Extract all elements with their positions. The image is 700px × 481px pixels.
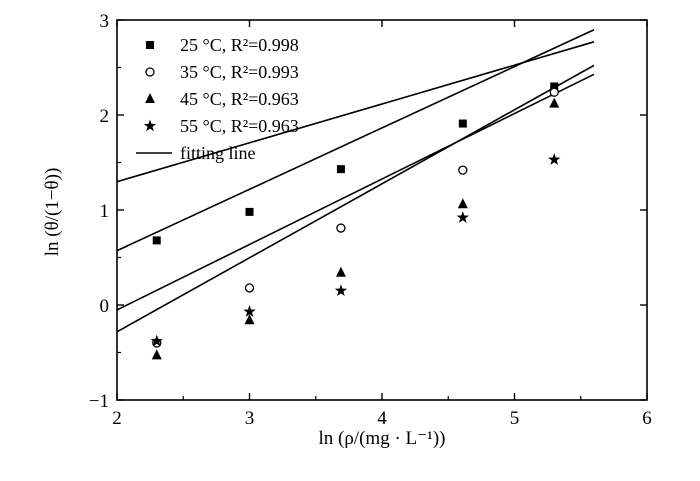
y-tick-label: 0 (100, 296, 110, 317)
x-tick-label: 3 (245, 408, 255, 429)
point-s1-5 (550, 82, 559, 91)
point-s1-1 (152, 236, 161, 245)
point-s2-2 (244, 283, 255, 293)
point-s1-2 (245, 207, 254, 216)
point-s4-1 (150, 334, 163, 347)
legend-label-3: 45 °C, R²=0.963 (180, 89, 299, 109)
fit-line-4 (117, 29, 595, 252)
legend-label-fit: fitting line (180, 143, 256, 163)
y-axis-title: ln (θ/(1−θ)) (42, 168, 63, 257)
point-s3-3 (335, 266, 346, 277)
point-s1-4 (458, 119, 467, 128)
legend: 25 °C, R²=0.998 35 °C, R²=0.993 45 °C, R²=… (136, 35, 299, 163)
legend-marker-1 (146, 41, 154, 49)
fit-line-1 (117, 41, 595, 183)
point-s2-4 (458, 165, 468, 175)
point-s2-5 (549, 87, 559, 97)
point-s4-3 (334, 284, 348, 297)
point-s3-4 (457, 198, 468, 209)
y-tick-label: 3 (100, 11, 110, 32)
data-markers (150, 82, 561, 360)
legend-marker-3 (145, 93, 155, 103)
axis-ticks: 2 3 4 5 6 −1 0 1 2 3 (89, 11, 652, 429)
legend-marker-4 (143, 119, 157, 132)
x-tick-label: 5 (510, 408, 520, 429)
point-s3-5 (549, 97, 560, 108)
y-tick-label: 2 (100, 106, 110, 127)
legend-marker-2 (145, 67, 155, 77)
legend-label-1: 25 °C, R²=0.998 (180, 35, 299, 55)
point-s2-3 (336, 223, 346, 233)
fit-line-2 (117, 73, 595, 311)
point-s3-2 (244, 314, 255, 325)
x-axis-title: ln (ρ/(mg · L⁻¹)) (318, 428, 445, 449)
x-tick-label: 2 (112, 408, 122, 429)
legend-label-2: 35 °C, R²=0.993 (180, 62, 299, 82)
point-s4-2 (243, 305, 256, 317)
point-s4-5 (548, 153, 561, 165)
fit-lines (117, 29, 595, 333)
fit-line-3 (117, 64, 595, 333)
point-s1-3 (336, 165, 345, 174)
x-tick-label: 6 (642, 408, 652, 429)
y-tick-label: −1 (89, 391, 109, 412)
point-s3-1 (151, 349, 162, 360)
x-tick-label: 4 (377, 408, 387, 429)
legend-label-4: 55 °C, R²=0.963 (180, 116, 299, 136)
point-s4-4 (456, 211, 470, 223)
y-tick-label: 1 (100, 201, 110, 222)
